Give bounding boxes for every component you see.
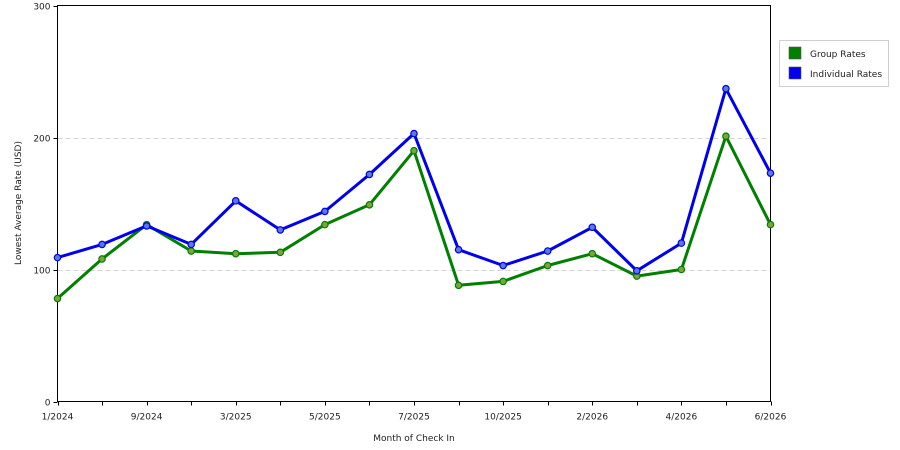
grid-lines [57,138,771,271]
data-point-individual-rates [142,222,151,230]
data-point-individual-rates [543,247,552,255]
data-point-individual-rates [766,169,775,177]
series-layer [53,84,775,303]
data-point-group-rates [321,220,329,229]
x-tick-label: 6/2026 [755,413,787,423]
legend-swatch-individual-rates [788,66,802,80]
data-point-group-rates [499,277,507,286]
data-point-group-rates [365,201,374,209]
data-point-group-rates [543,261,552,270]
y-axis: 0 100 200 300 [33,3,58,409]
data-point-individual-rates [187,240,195,249]
data-point-individual-rates [677,239,686,247]
data-point-individual-rates [321,207,329,216]
data-point-group-rates [588,249,597,258]
data-point-group-rates [677,265,686,274]
y-tick-label-100: 100 [33,267,50,277]
x-tick-label: 7/2025 [398,413,430,423]
data-point-individual-rates [499,261,507,270]
data-point-individual-rates [231,197,240,205]
x-tick-label: 5/2025 [309,413,341,423]
data-point-individual-rates [410,129,418,138]
data-point-individual-rates [454,245,463,254]
x-tick-label: 1/2024 [42,413,74,423]
legend-swatch-group-rates [788,46,802,60]
data-point-group-rates [766,220,775,229]
legend: Group Rates Individual Rates [779,40,889,87]
y-tick-label-200: 200 [33,135,50,145]
x-tick-label: 4/2026 [666,413,698,423]
data-point-group-rates [187,247,195,255]
series-line-group-rates [56,134,772,300]
plot-area [57,5,771,402]
data-point-individual-rates [722,84,730,93]
data-point-group-rates [454,281,463,290]
y-tick-label-0: 0 [45,399,51,409]
series-line-individual-rates [56,87,772,273]
data-point-individual-rates [633,267,641,275]
data-point-individual-rates [53,253,62,262]
data-point-group-rates [276,248,285,257]
y-axis-title: Lowest Average Rate (USD) [14,141,24,265]
data-point-group-rates [410,146,418,155]
x-tick-label: 10/2025 [484,413,521,423]
data-point-individual-rates [365,170,374,179]
data-point-group-rates [722,132,730,140]
y-tick-label-300: 300 [33,3,50,13]
x-tick-label: 9/2024 [131,413,163,423]
data-point-individual-rates [98,240,106,249]
legend-label-group-rates: Group Rates [810,50,866,60]
x-tick-label: 2/2026 [576,413,608,423]
data-point-group-rates [98,255,106,263]
data-point-group-rates [53,294,62,303]
x-axis-title: Month of Check In [373,434,455,444]
data-point-group-rates [231,249,240,258]
data-point-individual-rates [588,223,597,232]
legend-label-individual-rates: Individual Rates [810,70,882,80]
x-axis: 1/2024 9/2024 3/2025 5/2025 7/2025 10/2025 2/2… [42,401,787,423]
x-tick-label: 3/2025 [220,413,252,423]
data-point-individual-rates [276,226,285,234]
